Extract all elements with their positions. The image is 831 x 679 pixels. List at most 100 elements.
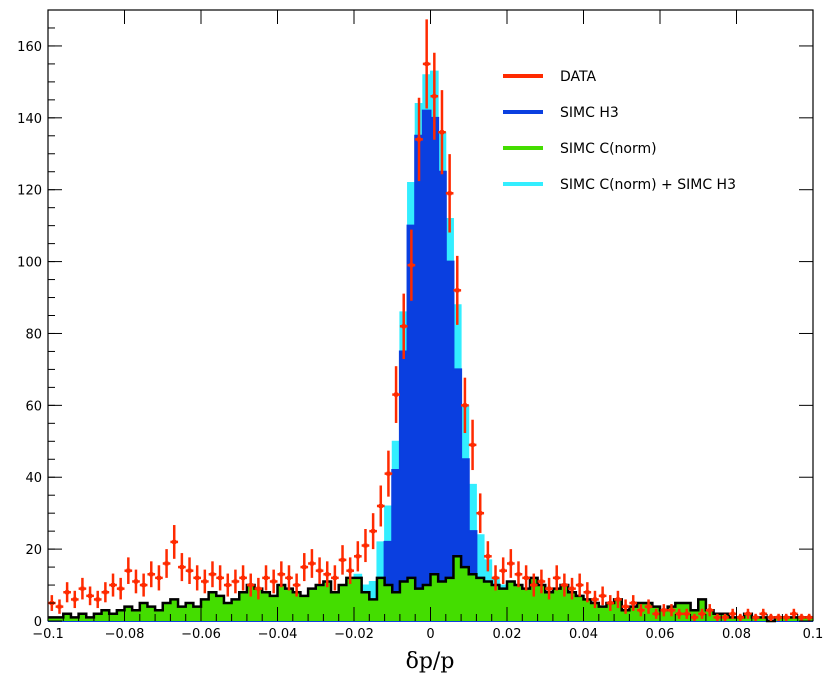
y-tick-label: 60 bbox=[25, 399, 42, 414]
data-point-marker bbox=[118, 586, 123, 591]
legend: DATA SIMC H3 SIMC C(norm) SIMC C(norm) + SI… bbox=[503, 69, 736, 193]
data-point-marker bbox=[348, 568, 353, 573]
data-point bbox=[376, 485, 385, 527]
data-point bbox=[545, 577, 553, 600]
data-point-marker bbox=[394, 392, 399, 397]
data-point bbox=[445, 154, 454, 233]
data-point bbox=[529, 573, 538, 597]
data-point-marker bbox=[248, 583, 253, 588]
data-point bbox=[223, 573, 232, 597]
data-point bbox=[606, 595, 615, 611]
data-point bbox=[790, 608, 798, 619]
y-tick-label: 80 bbox=[25, 327, 42, 342]
data-point bbox=[560, 573, 569, 597]
y-tick-label: 20 bbox=[25, 543, 42, 558]
data-point-marker bbox=[761, 611, 766, 616]
data-point bbox=[269, 569, 278, 594]
data-point-marker bbox=[547, 586, 552, 591]
data-point bbox=[178, 553, 186, 582]
data-point-marker bbox=[103, 590, 108, 595]
data-point-marker bbox=[439, 130, 444, 135]
data-point-marker bbox=[309, 561, 314, 566]
data-point-marker bbox=[677, 611, 682, 616]
data-point bbox=[262, 565, 270, 591]
data-point-marker bbox=[745, 611, 750, 616]
data-point bbox=[499, 557, 507, 584]
data-point-marker bbox=[577, 583, 582, 588]
data-point-marker bbox=[570, 586, 575, 591]
legend-entry: DATA bbox=[503, 69, 596, 85]
data-point-marker bbox=[409, 263, 414, 268]
data-point bbox=[690, 613, 699, 621]
data-point bbox=[522, 565, 530, 591]
data-point-marker bbox=[424, 61, 429, 66]
data-point bbox=[652, 608, 660, 619]
data-point-marker bbox=[485, 554, 490, 559]
data-point bbox=[705, 604, 714, 617]
data-point bbox=[484, 541, 492, 572]
data-point bbox=[308, 549, 316, 578]
data-point bbox=[185, 557, 194, 584]
x-tick-label: −0.02 bbox=[334, 627, 374, 642]
data-point bbox=[139, 573, 148, 597]
data-point-marker bbox=[294, 583, 299, 588]
data-point bbox=[744, 608, 752, 619]
data-point bbox=[476, 493, 485, 533]
data-point bbox=[453, 255, 462, 325]
data-point-marker bbox=[807, 615, 812, 620]
data-point-marker bbox=[707, 608, 712, 613]
data-point-marker bbox=[325, 572, 330, 577]
legend-label: SIMC H3 bbox=[560, 105, 619, 121]
data-point bbox=[78, 577, 87, 600]
data-point bbox=[430, 52, 439, 140]
data-point-marker bbox=[600, 593, 605, 598]
data-point-marker bbox=[715, 615, 720, 620]
data-point-marker bbox=[317, 568, 322, 573]
data-point-marker bbox=[784, 615, 789, 620]
x-tick-label: −0.08 bbox=[105, 627, 145, 642]
data-point bbox=[170, 525, 179, 559]
data-point bbox=[63, 582, 71, 603]
y-tick-label: 40 bbox=[25, 471, 42, 486]
data-point bbox=[713, 613, 722, 621]
data-point bbox=[147, 561, 156, 588]
data-point bbox=[216, 565, 224, 591]
x-tick-label: 0.06 bbox=[646, 627, 675, 642]
data-point-marker bbox=[401, 324, 406, 329]
data-point-marker bbox=[57, 604, 62, 609]
legend-label: SIMC C(norm) bbox=[560, 141, 657, 157]
data-point-marker bbox=[72, 597, 77, 602]
data-point bbox=[438, 90, 446, 175]
data-point bbox=[759, 608, 768, 619]
data-point-marker bbox=[202, 579, 207, 584]
data-point-marker bbox=[225, 583, 230, 588]
data-point bbox=[621, 599, 630, 614]
data-point bbox=[583, 582, 592, 603]
data-point bbox=[369, 513, 377, 550]
data-point-marker bbox=[65, 590, 70, 595]
data-point bbox=[507, 549, 515, 578]
data-point-marker bbox=[524, 575, 529, 580]
y-tick-label: 140 bbox=[17, 112, 42, 127]
data-point-marker bbox=[615, 597, 620, 602]
data-point-marker bbox=[562, 583, 567, 588]
data-point-marker bbox=[432, 94, 437, 99]
data-point bbox=[751, 613, 760, 621]
data-point-marker bbox=[455, 288, 460, 293]
data-point bbox=[70, 590, 79, 609]
data-point-marker bbox=[241, 575, 246, 580]
data-point-marker bbox=[286, 575, 291, 580]
data-point bbox=[208, 561, 217, 588]
data-point bbox=[323, 561, 332, 588]
data-point-marker bbox=[700, 611, 705, 616]
x-tick-label: −0.1 bbox=[32, 627, 64, 642]
data-point bbox=[415, 97, 423, 182]
data-point-marker bbox=[776, 615, 781, 620]
plot-area: −0.1 −0.08 −0.06 −0.04 −0.02 0 0.02 0.04 0.06 0.0… bbox=[17, 9, 823, 642]
data-point bbox=[598, 586, 607, 606]
data-point bbox=[736, 613, 745, 621]
data-point bbox=[246, 573, 255, 597]
data-point bbox=[346, 557, 354, 584]
data-point-marker bbox=[111, 583, 116, 588]
